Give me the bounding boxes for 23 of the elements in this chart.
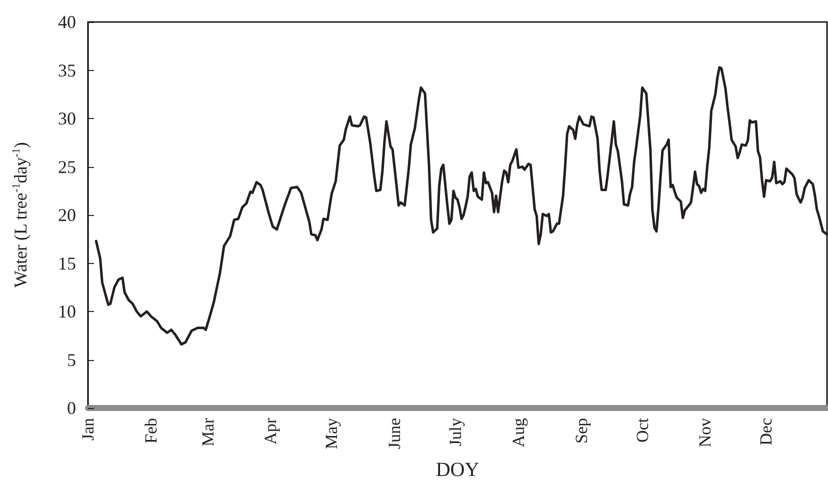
y-tick-label: 0 — [67, 398, 76, 418]
x-tick-label: Oct — [632, 418, 652, 443]
x-axis-title: DOY — [436, 459, 480, 481]
x-tick-label: Dec — [756, 418, 776, 446]
y-tick-label: 40 — [58, 12, 76, 32]
x-tick-label: June — [385, 418, 404, 450]
x-tick-label: Nov — [696, 418, 715, 448]
y-tick-label: 20 — [58, 205, 76, 225]
y-tick-label: 15 — [58, 253, 76, 274]
x-tick-label: Sep — [572, 418, 591, 444]
x-tick-label: Aug — [508, 418, 528, 448]
x-tick-label: July — [446, 418, 465, 446]
y-tick-label: 35 — [58, 60, 76, 80]
x-tick-label: May — [322, 418, 342, 450]
y-tick-label: 5 — [67, 350, 76, 370]
y-tick-label: 10 — [58, 302, 76, 322]
x-tick-label: Mar — [198, 418, 218, 446]
y-tick-label: 25 — [58, 156, 76, 177]
x-tick-label: Jan — [78, 418, 98, 441]
x-tick-label: Apr — [261, 418, 280, 444]
y-tick-label: 30 — [58, 108, 76, 128]
y-axis-title: Water (L tree-1day-1) — [10, 142, 30, 288]
x-tick-label: Feb — [141, 418, 160, 444]
